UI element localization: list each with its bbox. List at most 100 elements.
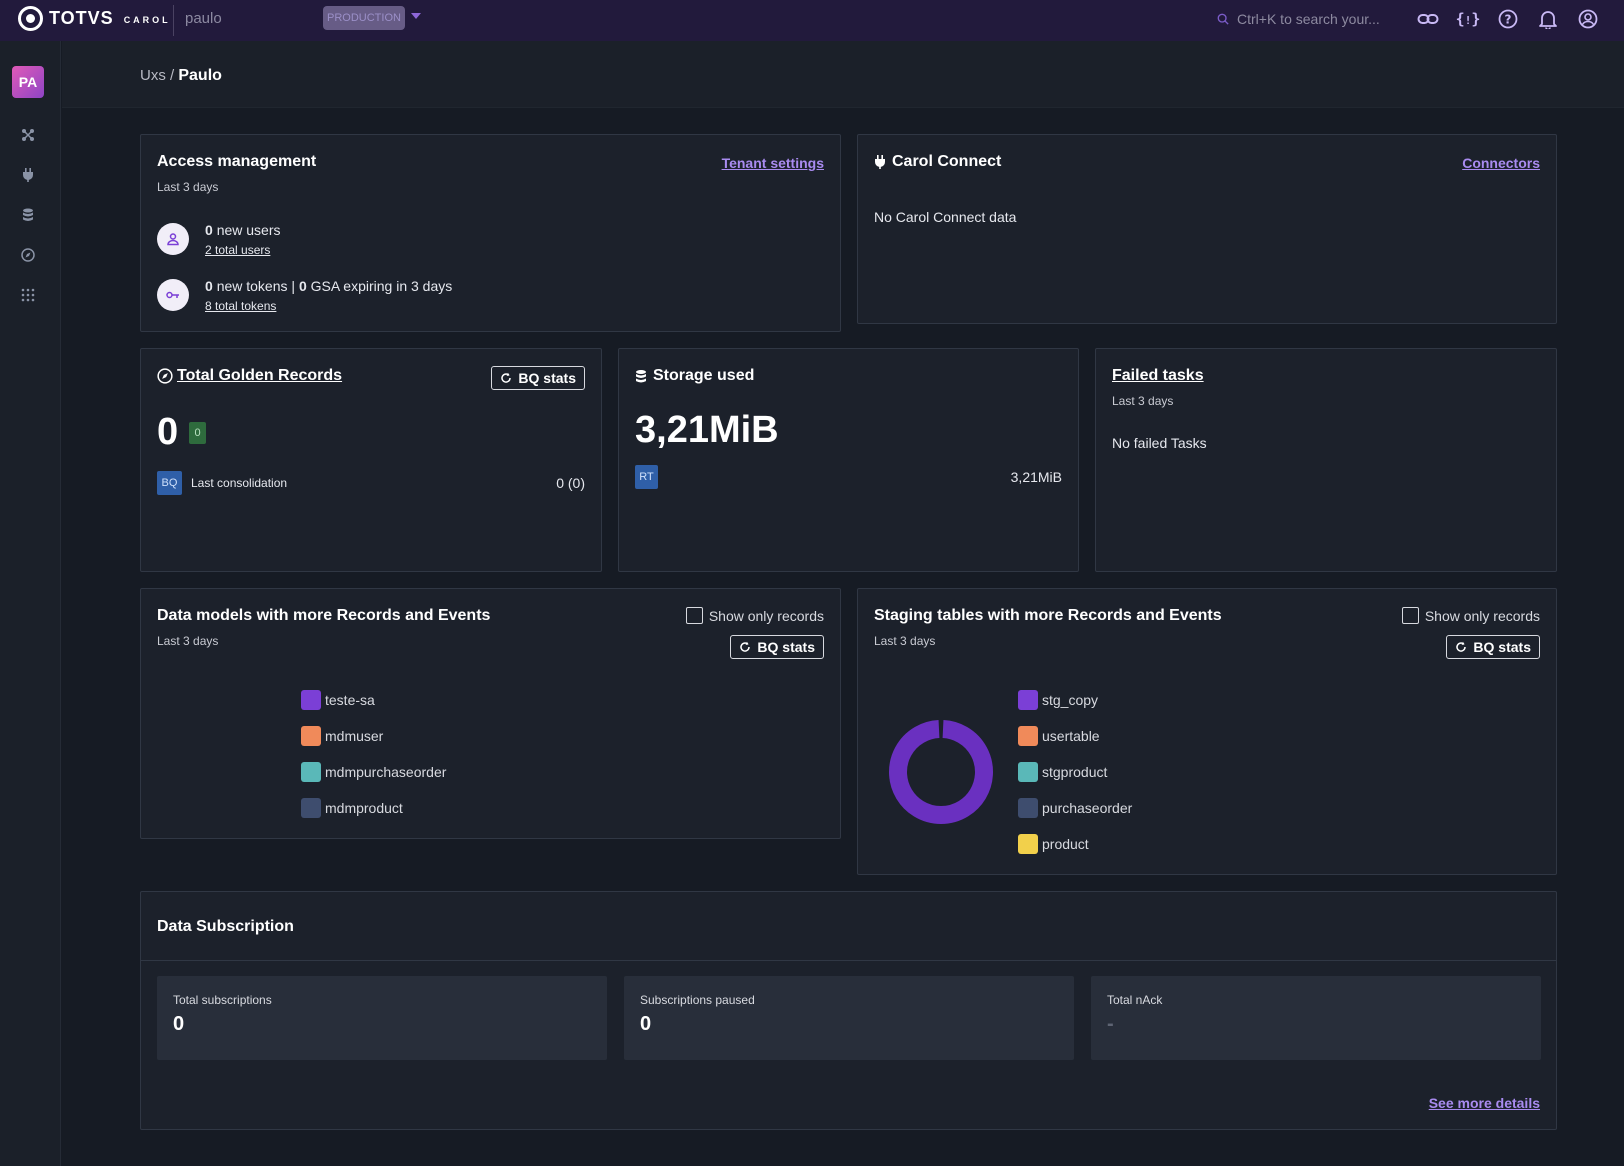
bq-stats-label: BQ stats bbox=[1473, 639, 1531, 655]
golden-records-heading: Total Golden Records bbox=[157, 367, 342, 385]
gsa-expiring-label: GSA expiring in 3 days bbox=[310, 278, 453, 294]
sidebar: PA bbox=[0, 41, 61, 1166]
data-models-card: Data models with more Records and Events… bbox=[140, 588, 841, 839]
data-models-show-only-records[interactable]: Show only records bbox=[685, 607, 824, 624]
last-consolidation-value: 0 (0) bbox=[556, 475, 585, 491]
see-more-details-link[interactable]: See more details bbox=[1428, 1095, 1540, 1111]
total-users-link[interactable]: 2 total users bbox=[205, 243, 271, 257]
tokens-separator: | bbox=[291, 278, 296, 294]
total-subscriptions-stat: Total subscriptions 0 bbox=[157, 976, 607, 1060]
plug-icon[interactable] bbox=[17, 164, 39, 186]
gsa-expiring-count: 0 bbox=[298, 278, 307, 294]
storage-value: 3,21MiB bbox=[635, 409, 779, 451]
data-models-title: Data models with more Records and Events bbox=[157, 607, 491, 624]
legend-item[interactable]: mdmproduct bbox=[301, 798, 403, 818]
legend-swatch bbox=[301, 690, 321, 710]
breadcrumb: Uxs / Paulo bbox=[140, 67, 222, 85]
show-only-records-label: Show only records bbox=[1424, 607, 1540, 624]
tenant-settings-link[interactable]: Tenant settings bbox=[721, 155, 824, 171]
bq-source-badge: BQ bbox=[157, 471, 182, 495]
legend-swatch bbox=[1018, 690, 1038, 710]
golden-records-delta-badge: 0 bbox=[189, 422, 206, 444]
tenant-name[interactable]: paulo bbox=[185, 10, 222, 27]
legend-item[interactable]: teste-sa bbox=[301, 690, 375, 710]
legend-swatch bbox=[1018, 798, 1038, 818]
total-tokens-link[interactable]: 8 total tokens bbox=[205, 299, 277, 313]
legend-label: usertable bbox=[1042, 728, 1100, 744]
legend-swatch bbox=[1018, 762, 1038, 782]
code-braces-icon[interactable]: {!} bbox=[1455, 10, 1481, 28]
stat-label: Total subscriptions bbox=[173, 993, 272, 1007]
totvs-carol-logo[interactable]: TOTVS CAROL bbox=[18, 6, 171, 31]
storage-title: Storage used bbox=[653, 367, 755, 384]
breadcrumb-parent[interactable]: Uxs bbox=[140, 67, 166, 84]
legend-item[interactable]: product bbox=[1018, 834, 1089, 854]
legend-label: stgproduct bbox=[1042, 764, 1108, 780]
top-bar: TOTVS CAROL paulo PRODUCTION {!} ? bbox=[0, 0, 1624, 41]
legend-label: mdmpurchaseorder bbox=[325, 764, 447, 780]
refresh-icon bbox=[501, 372, 512, 383]
legend-item[interactable]: mdmpurchaseorder bbox=[301, 762, 446, 782]
legend-swatch bbox=[1018, 834, 1038, 854]
stat-value: - bbox=[1107, 1013, 1114, 1035]
connectors-link[interactable]: Connectors bbox=[1462, 155, 1540, 171]
access-management-title: Access management bbox=[157, 153, 317, 170]
carol-connect-card: Carol Connect Connectors No Carol Connec… bbox=[857, 134, 1557, 324]
link-icon[interactable] bbox=[1417, 8, 1439, 30]
stat-value: 0 bbox=[640, 1013, 652, 1035]
carol-connect-heading: Carol Connect bbox=[874, 153, 1001, 171]
staging-tables-title: Staging tables with more Records and Eve… bbox=[874, 607, 1222, 624]
legend-label: stg_copy bbox=[1042, 692, 1099, 708]
plug-icon bbox=[875, 155, 885, 169]
legend-item[interactable]: stgproduct bbox=[1018, 762, 1107, 782]
show-only-records-checkbox[interactable] bbox=[685, 607, 703, 624]
search-input[interactable] bbox=[1237, 11, 1417, 27]
new-tokens-line: 0 new tokens | 0 GSA expiring in 3 days bbox=[205, 278, 452, 294]
carol-connect-empty: No Carol Connect data bbox=[874, 209, 1017, 225]
apps-grid-icon[interactable] bbox=[17, 284, 39, 306]
environment-badge[interactable]: PRODUCTION bbox=[323, 6, 405, 30]
svg-text:?: ? bbox=[1505, 13, 1512, 27]
data-models-bq-stats-button[interactable]: BQ stats bbox=[730, 635, 824, 659]
storage-source-value: 3,21MiB bbox=[1010, 469, 1062, 485]
connections-icon[interactable] bbox=[17, 124, 39, 146]
staging-donut-chart[interactable] bbox=[886, 717, 996, 827]
database-icon[interactable] bbox=[17, 204, 39, 226]
golden-records-card: Total Golden Records BQ stats 0 0 BQ Las… bbox=[140, 348, 602, 572]
breadcrumb-band bbox=[62, 41, 1624, 108]
breadcrumb-separator: / bbox=[170, 67, 175, 84]
new-users-line: 0 new users bbox=[205, 222, 281, 238]
chevron-down-icon[interactable] bbox=[411, 13, 421, 19]
stat-label: Total nAck bbox=[1107, 993, 1163, 1007]
bq-stats-button[interactable]: BQ stats bbox=[491, 366, 585, 390]
golden-records-title[interactable]: Total Golden Records bbox=[177, 367, 343, 384]
staging-bq-stats-button[interactable]: BQ stats bbox=[1446, 635, 1540, 659]
legend-item[interactable]: stg_copy bbox=[1018, 690, 1098, 710]
legend-item[interactable]: purchaseorder bbox=[1018, 798, 1132, 818]
legend-swatch bbox=[301, 762, 321, 782]
user-account-icon[interactable] bbox=[1577, 8, 1599, 30]
failed-tasks-title[interactable]: Failed tasks bbox=[1112, 367, 1204, 384]
show-only-records-checkbox[interactable] bbox=[1401, 607, 1419, 624]
access-management-subtitle: Last 3 days bbox=[157, 180, 219, 194]
avatar[interactable]: PA bbox=[12, 66, 44, 98]
show-only-records-label: Show only records bbox=[708, 607, 824, 624]
compass-icon[interactable] bbox=[17, 244, 39, 266]
user-icon bbox=[157, 223, 189, 255]
legend-item[interactable]: usertable bbox=[1018, 726, 1100, 746]
global-search[interactable] bbox=[1217, 6, 1417, 32]
donut-slice-stg-copy[interactable] bbox=[889, 720, 993, 824]
staging-show-only-records[interactable]: Show only records bbox=[1401, 607, 1540, 624]
data-models-subtitle: Last 3 days bbox=[157, 634, 219, 648]
last-consolidation-label: Last consolidation bbox=[191, 476, 288, 490]
legend-label: mdmuser bbox=[325, 728, 384, 744]
legend-label: product bbox=[1042, 836, 1089, 852]
help-icon[interactable]: ? bbox=[1497, 8, 1519, 30]
legend-swatch bbox=[301, 798, 321, 818]
legend-item[interactable]: mdmuser bbox=[301, 726, 383, 746]
carol-connect-title: Carol Connect bbox=[892, 153, 1002, 170]
legend-label: purchaseorder bbox=[1042, 800, 1133, 816]
bell-icon[interactable] bbox=[1537, 8, 1559, 30]
compass-icon bbox=[157, 368, 173, 384]
totvs-logo-icon bbox=[18, 6, 43, 31]
